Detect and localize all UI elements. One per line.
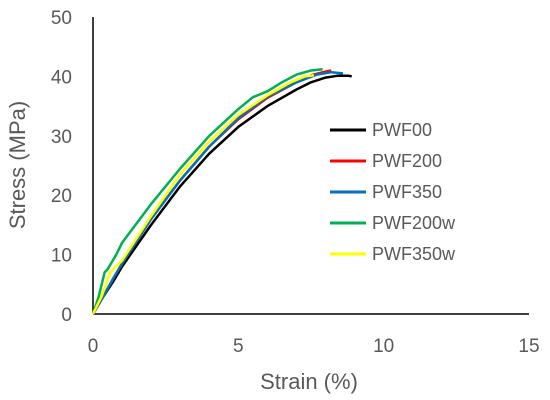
y-tick-label: 0	[61, 305, 72, 326]
x-tick-label: 5	[233, 336, 244, 357]
y-axis-title: Stress (MPa)	[5, 101, 30, 229]
y-tick-label: 10	[51, 246, 72, 267]
series-layer	[91, 68, 352, 315]
series-line-pwf200	[91, 69, 332, 315]
plot-area	[91, 17, 529, 315]
series-line-pwf350w	[91, 73, 315, 315]
legend-label: PWF00	[372, 120, 432, 140]
legend-label: PWF200	[372, 151, 442, 171]
y-tick-label: 40	[51, 67, 72, 88]
legend-label: PWF200w	[372, 213, 456, 233]
y-tick-label: 20	[51, 186, 72, 207]
y-tick-label: 30	[51, 127, 72, 148]
x-tick-label: 0	[88, 336, 99, 357]
y-tick-label: 50	[51, 8, 72, 29]
legend-label: PWF350w	[372, 244, 456, 264]
y-tick-labels: 0 10 20 30 40 50	[51, 8, 72, 326]
legend: PWF00 PWF200 PWF350 PWF200w PWF350w	[330, 120, 456, 264]
x-tick-label: 10	[373, 336, 394, 357]
x-tick-labels: 0 5 10 15	[88, 336, 540, 357]
x-axis-title: Strain (%)	[260, 369, 358, 394]
series-line-pwf200w	[91, 68, 323, 315]
x-tick-label: 15	[518, 336, 539, 357]
series-line-pwf00	[91, 74, 352, 315]
legend-label: PWF350	[372, 182, 442, 202]
series-line-pwf350	[91, 70, 344, 315]
